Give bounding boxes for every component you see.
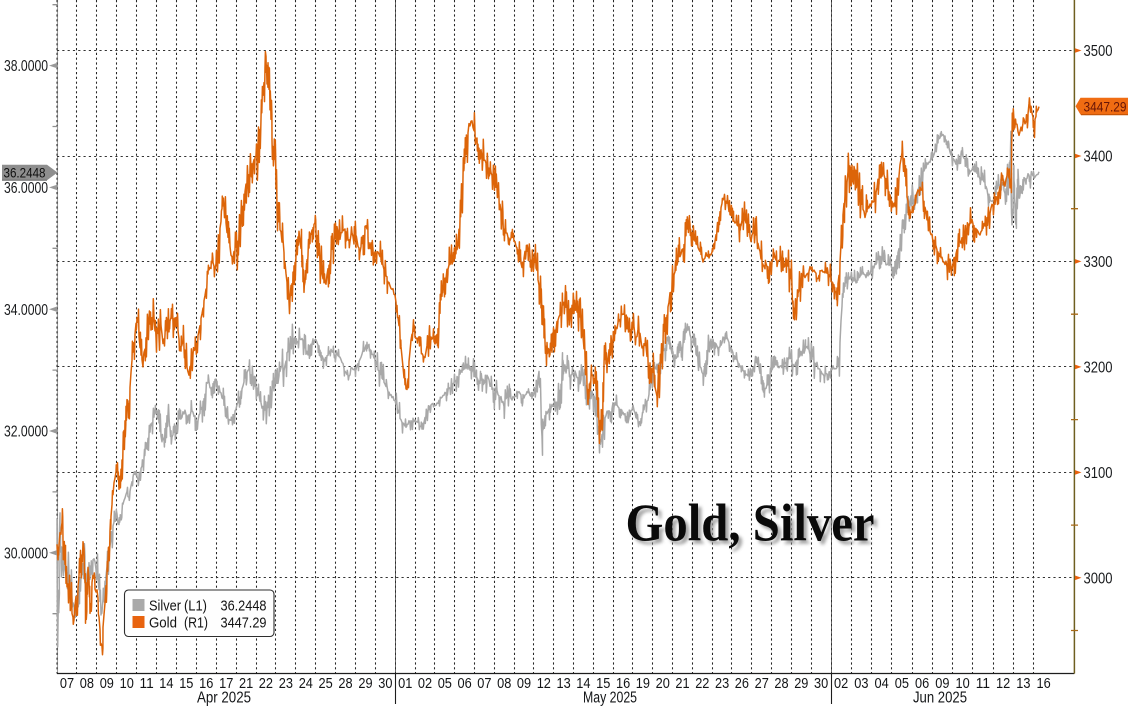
svg-text:3000: 3000 (1084, 570, 1113, 587)
svg-text:30.0000: 30.0000 (4, 545, 48, 562)
svg-text:03: 03 (854, 675, 868, 692)
svg-text:34.0000: 34.0000 (4, 302, 48, 319)
svg-text:09: 09 (100, 675, 114, 692)
svg-text:22: 22 (695, 675, 709, 692)
svg-text:10: 10 (956, 675, 970, 692)
svg-text:Gold, Silver: Gold, Silver (629, 498, 878, 556)
svg-text:17: 17 (219, 675, 233, 692)
svg-text:25: 25 (319, 675, 333, 692)
svg-text:38.0000: 38.0000 (4, 58, 48, 75)
svg-text:Silver(L1)36.2448: Silver (L1) 36.2448 (149, 598, 267, 615)
svg-text:22: 22 (259, 675, 273, 692)
svg-text:3400: 3400 (1084, 149, 1113, 166)
svg-text:08: 08 (497, 675, 511, 692)
svg-text:07: 07 (477, 675, 491, 692)
svg-text:12: 12 (996, 675, 1010, 692)
svg-text:Jun 2025: Jun 2025 (913, 690, 967, 707)
svg-text:Gold, Silver: Gold, Silver (626, 495, 875, 553)
svg-text:07: 07 (60, 675, 74, 692)
svg-text:15: 15 (596, 675, 610, 692)
svg-text:29: 29 (358, 675, 372, 692)
svg-text:3100: 3100 (1084, 465, 1113, 482)
svg-text:3300: 3300 (1084, 254, 1113, 271)
svg-text:11: 11 (140, 675, 154, 692)
svg-text:26: 26 (735, 675, 749, 692)
svg-text:02: 02 (834, 675, 848, 692)
svg-text:10: 10 (120, 675, 134, 692)
svg-text:Apr 2025: Apr 2025 (197, 690, 251, 707)
svg-text:14: 14 (576, 675, 590, 692)
svg-text:16: 16 (1037, 675, 1051, 692)
svg-text:05: 05 (895, 675, 909, 692)
svg-text:02: 02 (418, 675, 432, 692)
svg-text:3447.29: 3447.29 (1084, 98, 1127, 114)
svg-text:06: 06 (915, 675, 929, 692)
svg-text:16: 16 (199, 675, 213, 692)
svg-text:29: 29 (794, 675, 808, 692)
svg-text:30: 30 (814, 675, 828, 692)
svg-text:09: 09 (517, 675, 531, 692)
svg-text:28: 28 (774, 675, 788, 692)
svg-text:19: 19 (636, 675, 650, 692)
svg-text:06: 06 (458, 675, 472, 692)
svg-text:12: 12 (537, 675, 551, 692)
svg-text:16: 16 (616, 675, 630, 692)
svg-text:13: 13 (1016, 675, 1030, 692)
svg-text:36.2448: 36.2448 (4, 165, 46, 181)
svg-text:09: 09 (935, 675, 949, 692)
svg-text:3500: 3500 (1084, 43, 1113, 60)
svg-text:20: 20 (656, 675, 670, 692)
svg-text:24: 24 (299, 675, 313, 692)
svg-text:15: 15 (179, 675, 193, 692)
svg-text:32.0000: 32.0000 (4, 424, 48, 441)
svg-text:13: 13 (557, 675, 571, 692)
svg-text:30: 30 (378, 675, 392, 692)
svg-text:11: 11 (976, 675, 990, 692)
svg-text:28: 28 (338, 675, 352, 692)
svg-text:14: 14 (159, 675, 173, 692)
svg-text:05: 05 (438, 675, 452, 692)
svg-text:04: 04 (875, 675, 889, 692)
svg-text:Gold(R1)3447.29: Gold (R1) 3447.29 (149, 615, 267, 632)
svg-text:27: 27 (755, 675, 769, 692)
svg-text:21: 21 (675, 675, 689, 692)
svg-text:3200: 3200 (1084, 360, 1113, 377)
svg-text:01: 01 (398, 675, 412, 692)
svg-text:36.0000: 36.0000 (4, 180, 48, 197)
svg-text:23: 23 (715, 675, 729, 692)
svg-text:21: 21 (239, 675, 253, 692)
svg-text:23: 23 (279, 675, 293, 692)
svg-text:May 2025: May 2025 (583, 690, 637, 707)
svg-text:08: 08 (80, 675, 94, 692)
